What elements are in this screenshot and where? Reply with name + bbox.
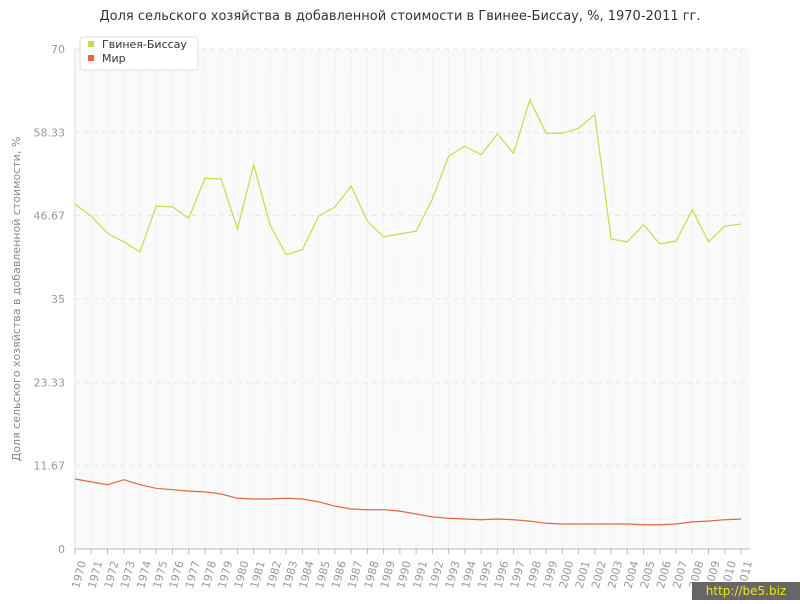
y-tick-label: 35	[51, 293, 65, 306]
watermark: http://be5.biz	[706, 584, 786, 598]
legend-box	[79, 36, 199, 71]
y-axis-label: Доля сельского хозяйства в добавленной с…	[10, 137, 23, 462]
y-tick-label: 46.67	[34, 210, 66, 223]
y-tick-label: 70	[51, 43, 65, 56]
legend-swatch	[88, 55, 94, 61]
y-tick-label: 0	[58, 543, 65, 556]
y-tick-label: 58.33	[34, 126, 66, 139]
series-line	[74, 478, 742, 526]
legend-swatch	[88, 41, 94, 47]
legend-label: Мир	[102, 52, 126, 65]
series-line	[74, 98, 742, 256]
chart-title: Доля сельского хозяйства в добавленной с…	[99, 9, 700, 24]
legend-label: Гвинея-Биссау	[102, 38, 187, 51]
y-tick-label: 23.33	[34, 376, 66, 389]
y-tick-label: 11.67	[34, 460, 66, 473]
watermark-bg	[692, 582, 800, 600]
